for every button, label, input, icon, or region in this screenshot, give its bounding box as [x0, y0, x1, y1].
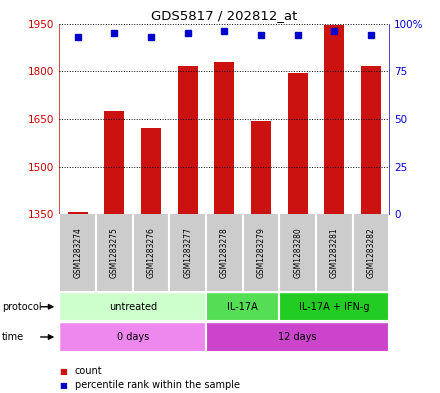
Bar	[206, 322, 389, 352]
Bar	[214, 62, 235, 214]
Text: count: count	[75, 366, 103, 376]
Text: protocol: protocol	[2, 302, 42, 312]
Text: GSM1283281: GSM1283281	[330, 227, 339, 278]
Title: GDS5817 / 202812_at: GDS5817 / 202812_at	[151, 9, 297, 22]
Bar	[178, 66, 198, 214]
Text: GSM1283274: GSM1283274	[73, 227, 82, 278]
Bar	[279, 292, 389, 321]
Text: IL-17A: IL-17A	[227, 302, 258, 312]
Bar	[59, 292, 206, 321]
Bar	[361, 66, 381, 214]
Bar	[141, 128, 161, 214]
Bar	[288, 73, 308, 214]
Bar	[251, 121, 271, 214]
Text: 12 days: 12 days	[279, 332, 317, 342]
Text: GSM1283282: GSM1283282	[367, 227, 376, 278]
Bar	[324, 25, 345, 214]
Text: GSM1283280: GSM1283280	[293, 227, 302, 278]
Text: IL-17A + IFN-g: IL-17A + IFN-g	[299, 302, 370, 312]
Text: ■: ■	[59, 367, 67, 376]
Text: time: time	[2, 332, 24, 342]
Bar	[68, 212, 88, 214]
Text: GSM1283279: GSM1283279	[257, 227, 266, 278]
Text: GSM1283275: GSM1283275	[110, 227, 119, 278]
Text: GSM1283276: GSM1283276	[147, 227, 156, 278]
Text: untreated: untreated	[109, 302, 157, 312]
Bar	[59, 322, 206, 352]
Text: ■: ■	[59, 381, 67, 389]
Text: GSM1283277: GSM1283277	[183, 227, 192, 278]
Text: 0 days: 0 days	[117, 332, 149, 342]
Bar	[206, 292, 279, 321]
Text: GSM1283278: GSM1283278	[220, 227, 229, 278]
Bar	[104, 111, 125, 214]
Text: percentile rank within the sample: percentile rank within the sample	[75, 380, 240, 390]
